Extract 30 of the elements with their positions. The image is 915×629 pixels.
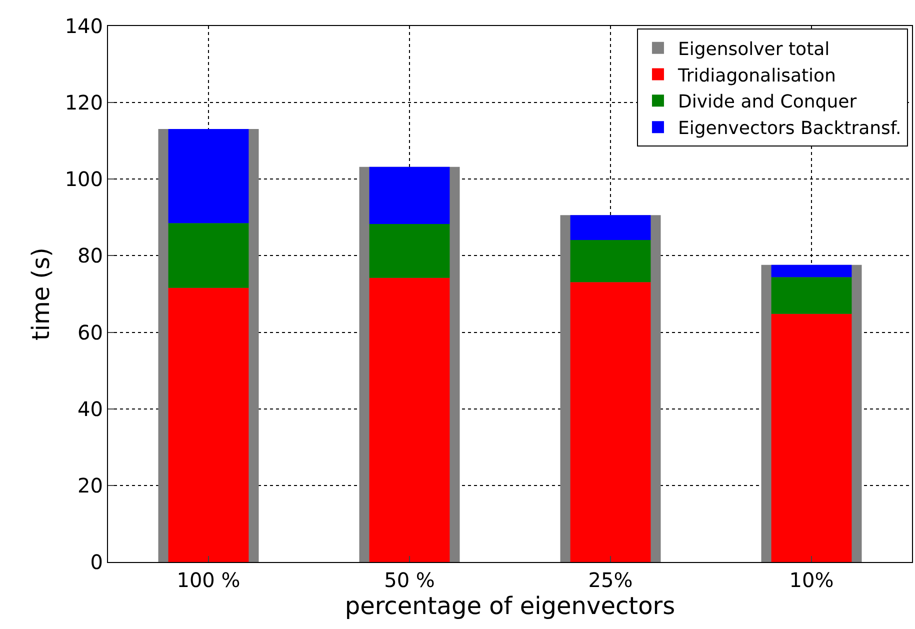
x-axis-title: percentage of eigenvectors — [344, 592, 676, 620]
y-tick-label: 0 — [90, 550, 103, 574]
bar — [771, 277, 852, 314]
bar — [570, 282, 651, 562]
y-tick-label: 80 — [78, 244, 103, 268]
bar — [168, 288, 249, 562]
y-tick-label: 60 — [78, 320, 103, 344]
bar — [771, 314, 852, 562]
x-tick-label: 100 % — [176, 568, 240, 592]
legend-label: Tridiagonalisation — [676, 65, 836, 86]
bar — [570, 240, 651, 282]
legend-label: Eigensolver total — [678, 38, 830, 60]
y-axis-title: time (s) — [26, 247, 55, 341]
legend-label: Eigenvectors Backtransf. — [678, 118, 902, 140]
x-tick-label: 25% — [588, 568, 633, 592]
y-tick-label: 100 — [64, 167, 103, 192]
bar — [168, 128, 249, 224]
y-tick-label: 140 — [64, 14, 103, 38]
bar — [369, 224, 450, 278]
y-tick-label: 120 — [64, 90, 103, 115]
y-tick-label: 20 — [78, 473, 103, 498]
bar — [570, 215, 651, 240]
x-tick-label: 10% — [789, 568, 834, 592]
bar — [771, 264, 852, 278]
bar — [369, 278, 450, 562]
bar — [168, 223, 249, 288]
bar — [369, 166, 450, 224]
legend-label: Divide and Conquer — [678, 92, 858, 113]
x-tick-label: 50 % — [384, 568, 435, 592]
y-tick-label: 40 — [78, 396, 103, 421]
